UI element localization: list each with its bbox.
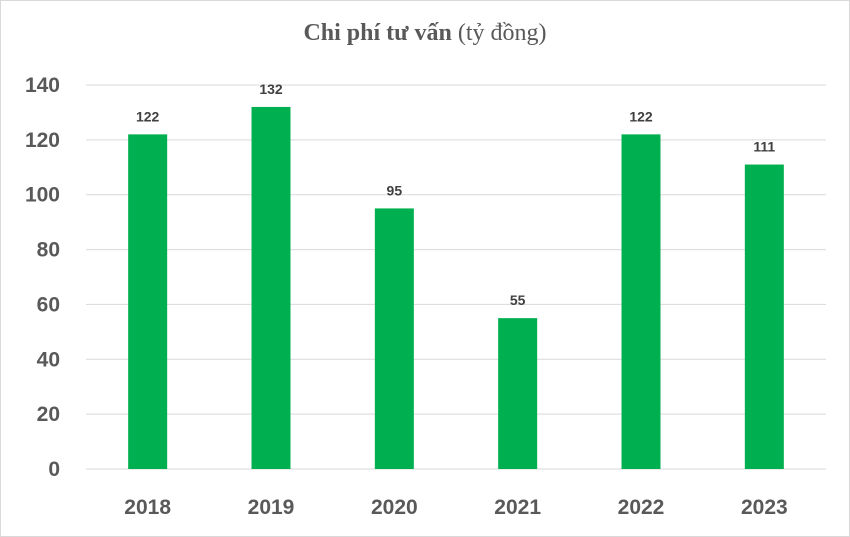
bar (744, 164, 784, 470)
y-tick-label: 120 (25, 129, 60, 152)
x-tick-label: 2021 (494, 496, 541, 519)
y-tick-label: 20 (37, 403, 60, 426)
data-label: 122 (136, 108, 160, 124)
data-label: 122 (629, 108, 653, 124)
data-labels: 122 132 95 55 122 111 (136, 81, 775, 308)
y-tick-label: 80 (37, 239, 60, 262)
bar (621, 134, 661, 469)
y-tick-label: 60 (37, 293, 60, 316)
y-axis-ticks: 0 20 40 60 80 100 120 140 (25, 74, 60, 481)
bar (374, 208, 414, 469)
bar (498, 318, 538, 469)
x-tick-label: 2020 (371, 496, 418, 519)
y-tick-label: 100 (25, 184, 60, 207)
x-tick-label: 2019 (248, 496, 295, 519)
x-axis-ticks: 2018 2019 2020 2021 2022 2023 (124, 496, 787, 519)
bar (128, 134, 168, 469)
x-tick-label: 2023 (741, 496, 788, 519)
y-tick-label: 140 (25, 74, 60, 97)
data-label: 55 (510, 292, 526, 308)
y-tick-label: 0 (48, 458, 60, 481)
data-label: 111 (753, 139, 775, 155)
x-tick-label: 2018 (124, 496, 171, 519)
chart-title-unit: (tỷ đồng) (457, 20, 547, 46)
chart-title-main: Chi phí tư vấn (303, 20, 452, 46)
gridlines (86, 84, 826, 470)
chart-title: Chi phí tư vấn (tỷ đồng) (0, 20, 850, 47)
data-label: 95 (387, 182, 403, 198)
x-tick-label: 2022 (618, 496, 665, 519)
bar (251, 106, 291, 469)
data-label: 132 (259, 81, 283, 97)
y-tick-label: 40 (37, 348, 60, 371)
bars (128, 106, 784, 470)
